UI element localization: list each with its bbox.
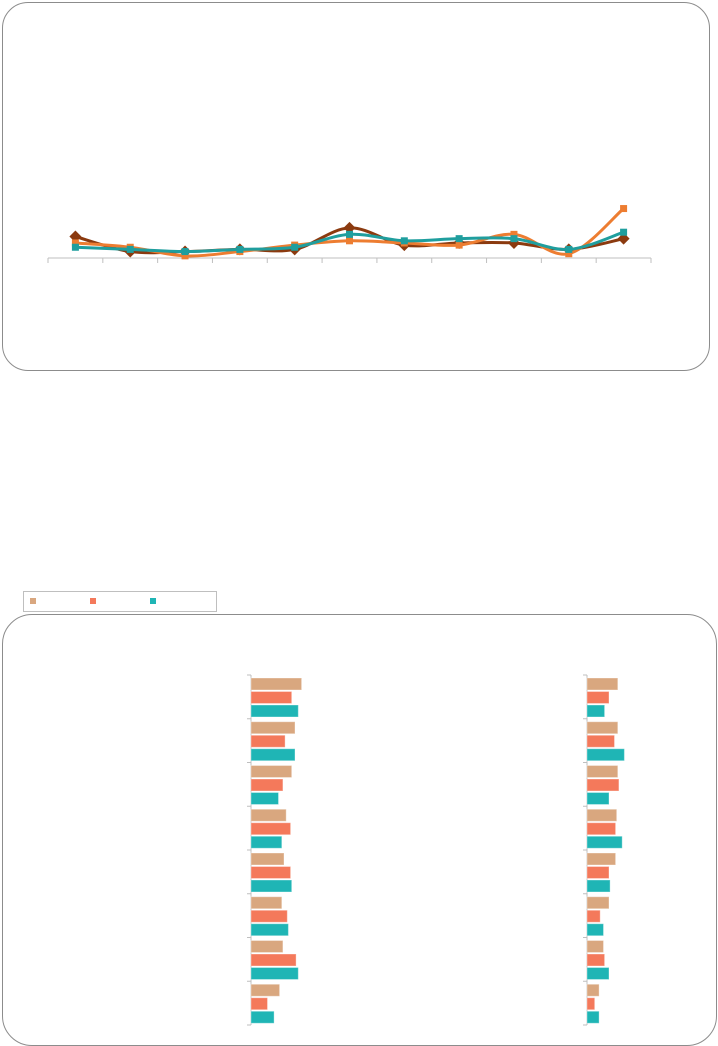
bar — [250, 691, 293, 704]
line-point — [71, 239, 79, 247]
bar — [586, 822, 617, 836]
line-chart-panel — [2, 2, 710, 371]
bar — [250, 704, 299, 718]
bar — [586, 792, 610, 805]
bar — [250, 997, 268, 1011]
line-point — [346, 230, 353, 238]
bar — [586, 866, 610, 879]
bar — [586, 940, 604, 953]
bar — [250, 677, 303, 691]
legend-swatches — [30, 598, 156, 604]
line-point — [455, 235, 463, 243]
bar — [250, 909, 288, 923]
bar-chart-legend — [23, 591, 217, 612]
line-point — [291, 243, 299, 251]
bar — [586, 997, 596, 1011]
legend-swatch — [30, 598, 36, 604]
bar — [250, 765, 293, 778]
bar — [250, 866, 292, 879]
bar — [250, 835, 283, 849]
bar — [586, 748, 625, 762]
line-point — [181, 252, 189, 260]
bar — [250, 778, 284, 792]
bar — [586, 852, 617, 866]
bar — [586, 691, 610, 704]
line-point — [181, 248, 189, 256]
bar — [586, 1010, 600, 1024]
legend-swatch — [90, 598, 96, 604]
bar-chart — [247, 674, 625, 1026]
line-point — [565, 250, 573, 258]
bar — [250, 896, 283, 910]
bar — [586, 734, 615, 748]
line-point — [400, 237, 408, 245]
bar — [250, 792, 279, 805]
bar — [586, 808, 618, 822]
bar — [586, 835, 623, 849]
bar-chart-panel — [2, 614, 717, 1046]
bar — [250, 940, 284, 953]
line-point — [510, 230, 518, 238]
bar — [250, 879, 293, 893]
line-point — [565, 245, 573, 253]
bar — [250, 953, 297, 967]
bar — [250, 721, 296, 735]
bar — [586, 677, 619, 691]
line-chart — [47, 205, 652, 263]
bar — [250, 983, 281, 997]
line-point — [510, 235, 518, 243]
bar — [250, 967, 299, 980]
bar — [250, 852, 285, 866]
bar — [586, 765, 619, 778]
line-point — [236, 245, 244, 253]
bar — [586, 704, 606, 718]
bar — [586, 967, 610, 980]
bar — [250, 748, 296, 762]
legend-swatch — [150, 598, 156, 604]
line-point — [620, 205, 628, 213]
bar — [250, 808, 287, 822]
line-point — [620, 228, 628, 236]
bar — [250, 822, 292, 836]
bar — [250, 1010, 275, 1024]
bar — [586, 909, 601, 923]
bar — [586, 983, 600, 997]
bar — [586, 721, 619, 735]
bar — [250, 734, 286, 748]
bar — [250, 923, 289, 937]
bar — [586, 923, 604, 937]
line-point — [455, 241, 463, 249]
line-point — [126, 245, 134, 253]
line-point — [346, 237, 353, 245]
bar — [586, 953, 606, 967]
bar — [586, 896, 610, 910]
bar — [586, 879, 611, 893]
line-point — [71, 243, 79, 251]
bar — [586, 778, 620, 792]
